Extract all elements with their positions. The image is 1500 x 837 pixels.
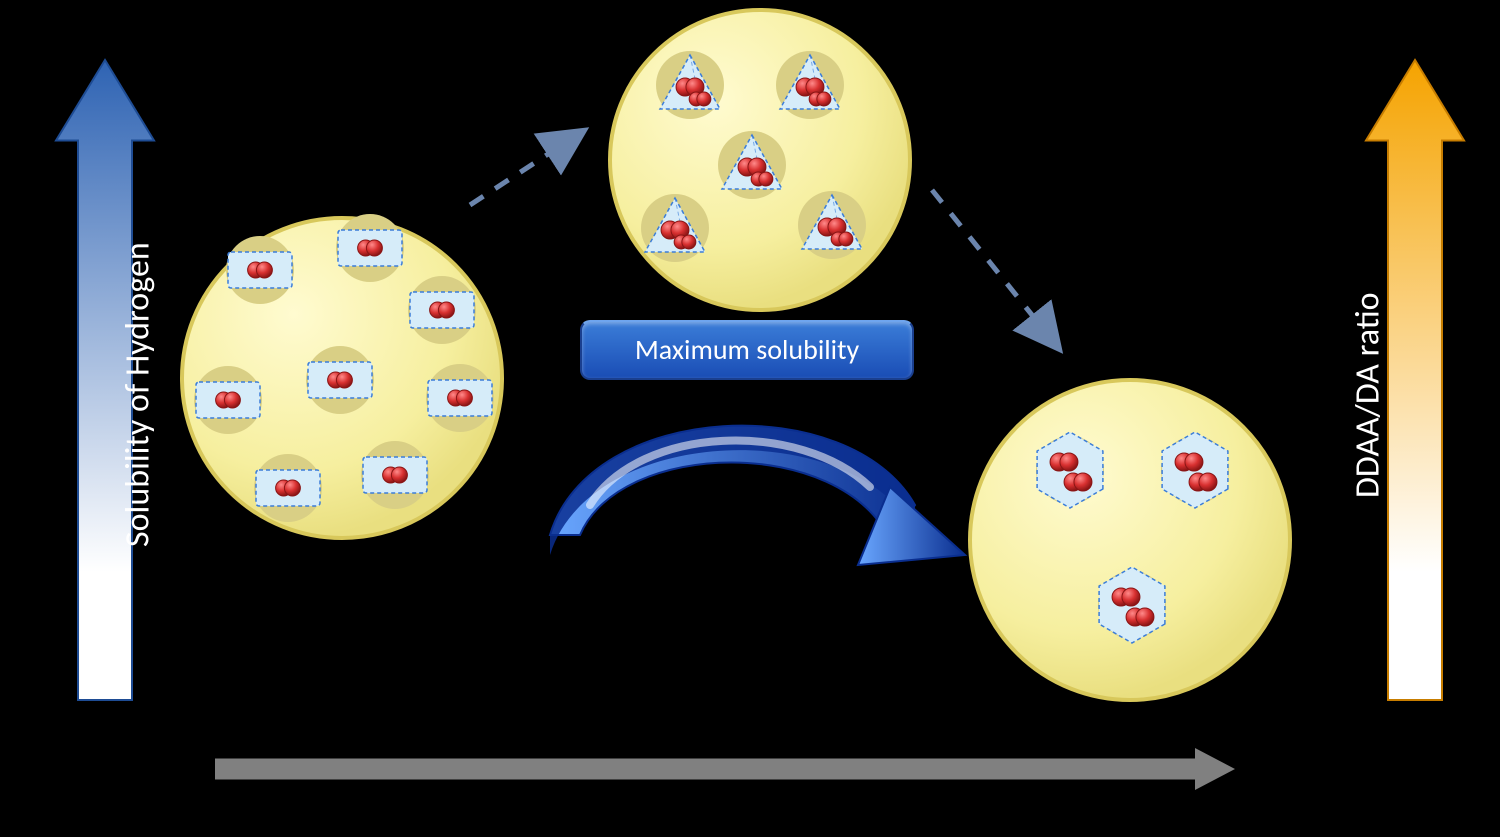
sphere-right xyxy=(970,380,1290,700)
max-solubility-badge: Maximum solubility xyxy=(580,320,914,380)
bottom-arrow xyxy=(215,748,1235,790)
curved-arrow xyxy=(550,426,965,565)
sphere-left xyxy=(182,214,502,538)
diagram-canvas xyxy=(0,0,1500,837)
left-axis-label: Solubility of Hydrogen xyxy=(118,115,158,675)
dashed-arrow-1 xyxy=(470,130,585,205)
sphere-top xyxy=(610,10,910,310)
right-axis-label: DDAA/DA ratio xyxy=(1348,115,1388,675)
dashed-arrow-2 xyxy=(932,190,1060,350)
